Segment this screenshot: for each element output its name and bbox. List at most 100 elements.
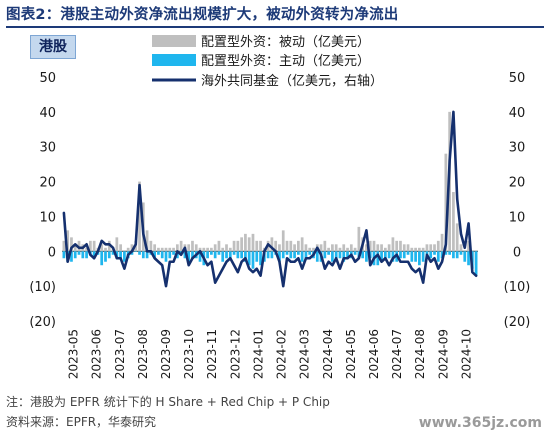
left-tick-label: 0: [48, 245, 56, 260]
passive-bar: [433, 244, 436, 252]
active-bar: [418, 251, 421, 266]
passive-bar: [149, 240, 153, 252]
active-bar: [414, 251, 417, 262]
passive-bar: [399, 240, 402, 252]
passive-bar: [164, 247, 168, 252]
passive-bar: [225, 244, 228, 252]
passive-bar: [217, 240, 221, 252]
active-bar: [331, 251, 334, 262]
active-bar: [455, 251, 459, 259]
right-tick-label: 40: [509, 106, 526, 121]
active-bar: [365, 251, 368, 262]
active-bar: [270, 251, 274, 259]
active-bar: [77, 251, 81, 255]
passive-bar: [281, 230, 285, 252]
left-tick-label: (20): [29, 315, 56, 330]
x-tick-label: 2024-07: [390, 329, 404, 379]
right-tick-label: 50: [509, 71, 526, 86]
passive-bar: [372, 240, 376, 252]
active-bar: [410, 251, 414, 262]
passive-bar: [247, 237, 251, 252]
passive-bar: [104, 247, 107, 252]
passive-bar: [175, 244, 179, 252]
x-tick-label: 2023-09: [159, 329, 173, 379]
passive-bar: [221, 247, 225, 252]
passive-bar: [459, 244, 463, 252]
active-bar: [70, 251, 73, 262]
active-bar: [183, 251, 187, 259]
passive-bar: [187, 244, 191, 252]
active-bar: [191, 251, 194, 259]
figure-title: 图表2：港股主动外资净流出规模扩大，被动外资转为净流出: [6, 7, 399, 23]
passive-bar: [395, 240, 399, 252]
passive-bar: [319, 244, 323, 252]
active-bar: [315, 251, 319, 262]
active-bar: [92, 251, 96, 259]
legend-swatch-active: [152, 54, 196, 66]
active-bar: [474, 251, 478, 276]
active-bar: [353, 251, 357, 255]
passive-bar: [168, 247, 172, 252]
active-bar: [452, 251, 455, 259]
passive-bar: [455, 223, 459, 252]
active-bar: [228, 251, 232, 259]
active-bar: [141, 251, 145, 259]
active-bar: [168, 251, 172, 259]
passive-bar: [331, 244, 334, 252]
passive-bar: [172, 247, 175, 252]
active-bar: [467, 251, 470, 266]
active-bar: [100, 251, 104, 266]
fund-line: [62, 110, 478, 288]
active-bar: [73, 251, 77, 259]
passive-bar: [300, 237, 304, 252]
active-bar: [436, 251, 440, 262]
passive-bar: [425, 244, 429, 252]
x-tick-label: 2023-05: [67, 329, 81, 379]
x-tick-label: 2023-07: [113, 329, 127, 379]
x-tick-label: 2024-03: [298, 329, 312, 379]
passive-bar: [126, 247, 130, 252]
passive-bar: [365, 244, 368, 252]
active-bar: [433, 251, 436, 255]
x-tick-label: 2024-01: [251, 329, 265, 379]
active-bar: [463, 251, 467, 262]
active-bar: [85, 251, 88, 259]
left-tick-label: 10: [39, 210, 56, 225]
active-bar: [278, 251, 281, 262]
active-bar: [380, 251, 383, 262]
active-bar: [187, 251, 191, 262]
x-tick-label: 2024-10: [459, 329, 473, 379]
line-layer: [62, 110, 478, 288]
passive-bar: [259, 240, 262, 252]
passive-bar: [194, 244, 198, 252]
passive-bar: [85, 247, 88, 252]
active-bar: [160, 251, 164, 259]
passive-bar: [92, 240, 96, 252]
passive-bar: [297, 240, 300, 252]
passive-bar: [73, 244, 77, 252]
x-tick-label: 2024-05: [344, 329, 358, 379]
legend-label-fund: 海外共同基金（亿美元，右轴）: [201, 73, 383, 89]
x-tick-label: 2024-04: [321, 329, 335, 379]
active-bar: [402, 251, 406, 259]
passive-bar: [89, 240, 92, 252]
active-bar: [406, 251, 410, 255]
active-bar: [387, 251, 391, 259]
passive-bar: [338, 247, 342, 252]
x-tick-label: 2024-08: [413, 329, 427, 379]
passive-bar: [327, 247, 330, 252]
active-bar: [338, 251, 342, 259]
active-bar: [304, 251, 308, 259]
market-tag: 港股: [30, 35, 76, 59]
passive-bar: [244, 233, 247, 252]
active-bar: [81, 251, 85, 259]
legend-label-active: 配置型外资：主动（亿美元）: [201, 54, 370, 69]
passive-bar: [304, 244, 308, 252]
passive-bar: [228, 247, 232, 252]
active-bar: [240, 251, 243, 259]
passive-bar: [353, 247, 357, 252]
passive-bar: [293, 244, 296, 252]
active-bar: [232, 251, 236, 255]
active-bar: [213, 251, 217, 259]
active-bar: [119, 251, 122, 259]
